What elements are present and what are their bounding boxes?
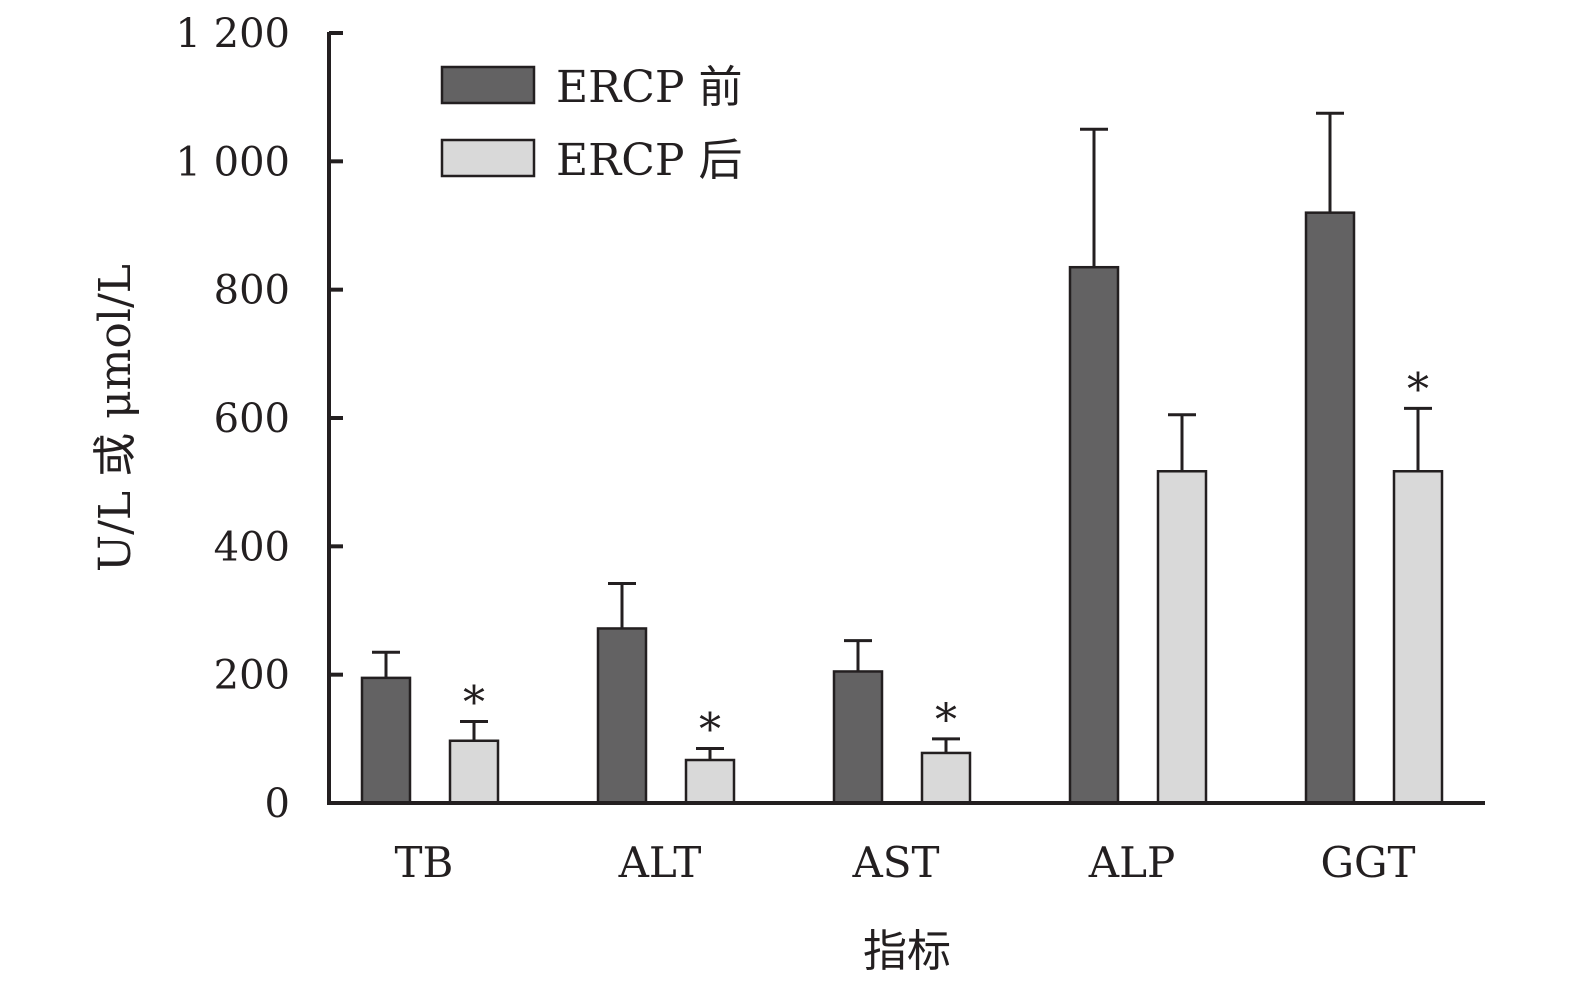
error-bar-ggt-series-1 (1404, 406, 1432, 472)
significance-mark-alt: * (699, 704, 721, 755)
x-axis-title: 指标 (863, 926, 951, 977)
significance-mark-ggt: * (1407, 364, 1429, 415)
legend-swatch-before (440, 65, 536, 105)
x-tick-label-ast: AST (851, 838, 939, 887)
bar-alt-series-1 (684, 758, 736, 805)
error-bars-layer (372, 111, 1432, 761)
error-bar-alp-series-1 (1168, 413, 1196, 472)
bar-ggt-series-0 (1304, 211, 1356, 805)
legend: ERCP 前 ERCP 后 (440, 62, 743, 186)
y-tick-label: 400 (214, 524, 290, 570)
y-tick-label: 800 (214, 268, 290, 314)
x-tick-label-alp: ALP (1088, 838, 1175, 887)
significance-layer: * * * * (463, 364, 1429, 755)
y-tick-label: 200 (214, 653, 290, 699)
bar-alp-series-1 (1156, 470, 1208, 805)
legend-label-before: ERCP 前 (556, 62, 743, 113)
error-bar-alt-series-0 (608, 582, 636, 629)
bar-ast-series-0 (832, 670, 884, 805)
x-categories-layer: TB ALT AST ALP GGT (395, 838, 1416, 887)
y-tick-label: 0 (265, 781, 290, 827)
bar-ggt-series-1 (1392, 470, 1444, 805)
bars-layer (360, 211, 1444, 805)
bar-tb-series-0 (360, 676, 412, 805)
error-bar-ggt-series-0 (1316, 111, 1344, 213)
legend-label-after: ERCP 后 (556, 135, 743, 186)
y-tick-label: 1 000 (175, 139, 290, 185)
bar-tb-series-1 (448, 739, 500, 805)
error-bar-alt-series-1 (696, 746, 724, 761)
legend-swatch-after (440, 138, 536, 178)
y-ticks-layer: 0 200 400 600 800 1 000 1 200 (175, 11, 343, 827)
significance-mark-ast: * (935, 695, 957, 746)
significance-mark-tb: * (463, 678, 485, 729)
y-axis-title: U/L 或 μmol/L (90, 264, 141, 572)
error-bar-tb-series-1 (460, 720, 488, 741)
error-bar-tb-series-0 (372, 650, 400, 678)
y-tick-label: 600 (214, 396, 290, 442)
bar-ast-series-1 (920, 751, 972, 805)
bar-alt-series-0 (596, 627, 648, 805)
error-bar-ast-series-1 (932, 737, 960, 753)
error-bar-alp-series-0 (1080, 127, 1108, 268)
y-tick-label: 1 200 (175, 11, 290, 57)
x-tick-label-alt: ALT (618, 838, 702, 887)
x-tick-label-tb: TB (395, 838, 454, 887)
x-tick-label-ggt: GGT (1320, 838, 1415, 887)
error-bar-ast-series-0 (844, 639, 872, 672)
bar-alp-series-0 (1068, 265, 1120, 805)
